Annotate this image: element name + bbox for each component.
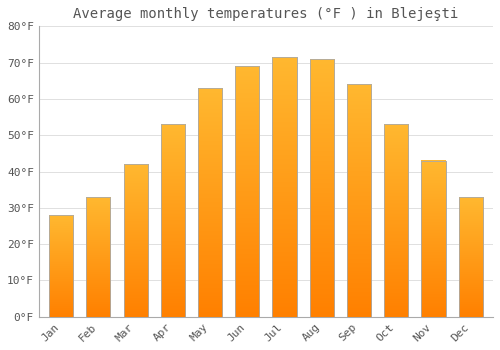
Bar	[124, 164, 148, 317]
Bar	[422, 161, 446, 317]
Bar	[160, 124, 185, 317]
Bar	[86, 197, 110, 317]
Title: Average monthly temperatures (°F ) in Blejeşti: Average monthly temperatures (°F ) in Bl…	[74, 7, 458, 21]
Bar	[198, 88, 222, 317]
Bar	[235, 66, 260, 317]
Bar	[310, 59, 334, 317]
Bar	[458, 197, 483, 317]
Bar	[384, 124, 408, 317]
Bar	[272, 57, 296, 317]
Bar	[347, 84, 371, 317]
Bar	[49, 215, 73, 317]
